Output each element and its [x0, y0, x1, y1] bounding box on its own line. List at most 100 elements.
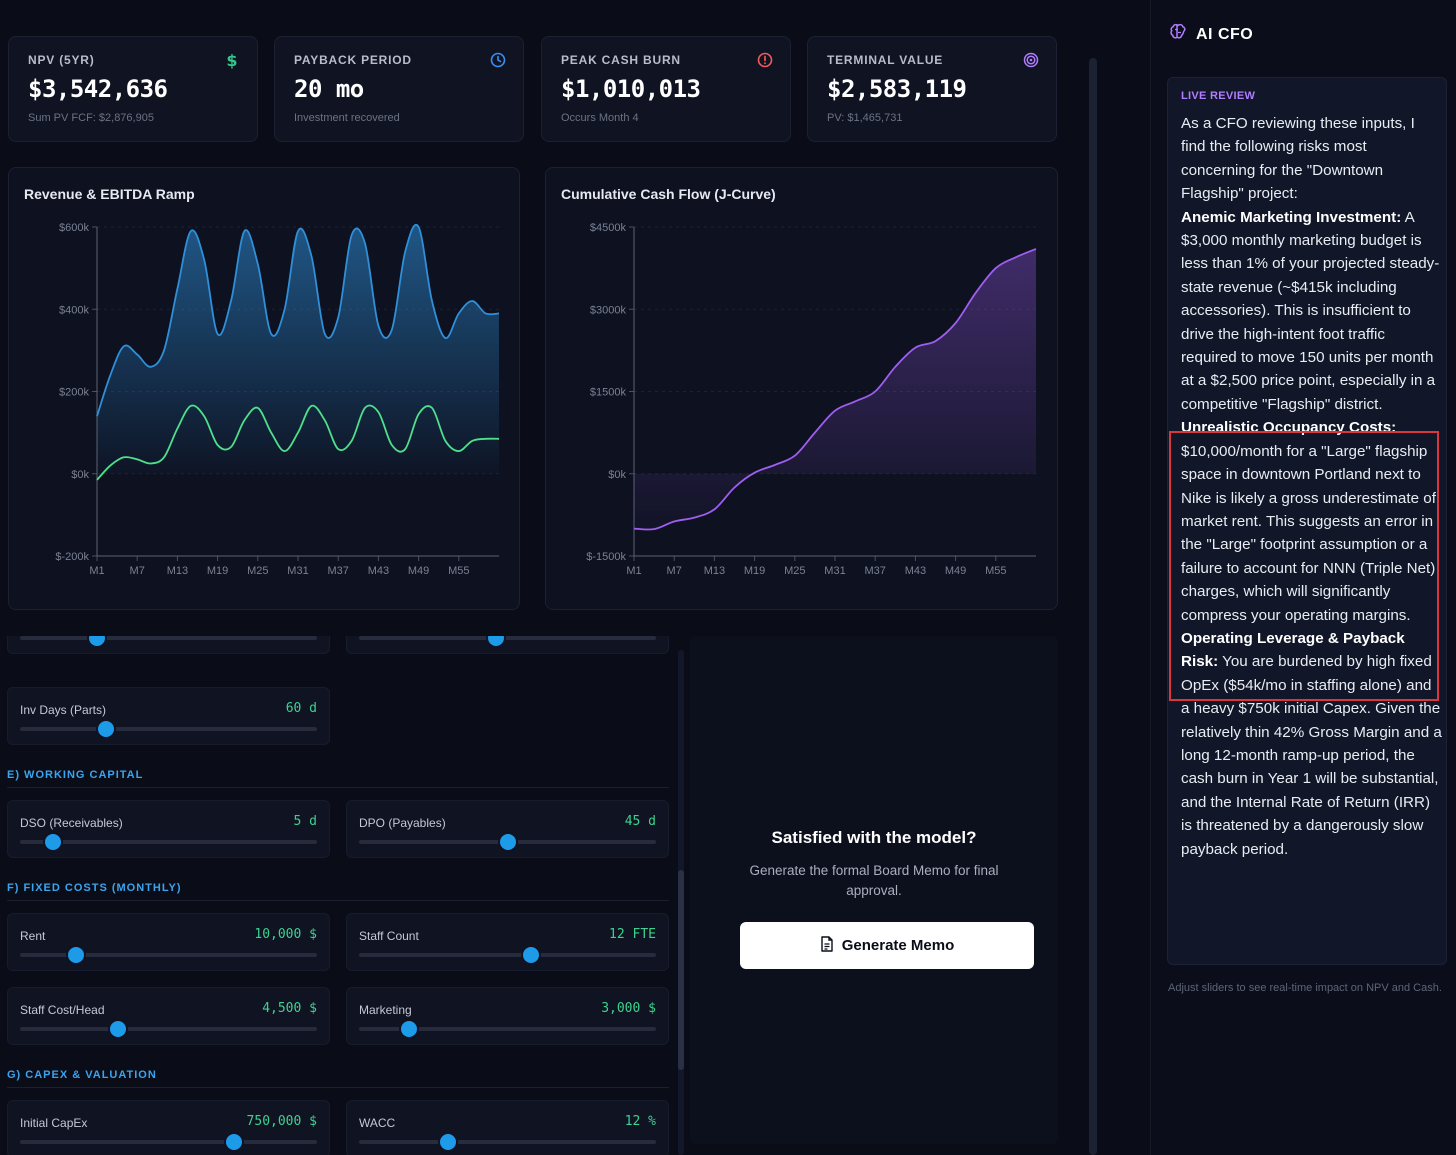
slider-knob[interactable]	[225, 1134, 242, 1150]
generate-memo-button[interactable]: Generate Memo	[740, 922, 1034, 969]
slider-track[interactable]	[20, 636, 317, 646]
kpi-value: $2,583,119	[827, 75, 967, 103]
series-line-ebitda	[96, 404, 500, 481]
slider-track[interactable]	[359, 1021, 656, 1037]
live-review-label: LIVE REVIEW	[1181, 90, 1256, 102]
x-tick-label: M31	[287, 565, 308, 577]
risk-body: $10,000/month for a "Large" flagship spa…	[1181, 442, 1436, 624]
slider-track[interactable]	[20, 834, 317, 850]
slider-value: 12 FTE	[609, 927, 656, 942]
slider-label: DSO (Receivables)	[20, 816, 123, 830]
slider-knob[interactable]	[523, 947, 540, 963]
section-divider	[7, 1087, 669, 1088]
x-tick-label: M7	[130, 565, 145, 577]
x-tick-label: M1	[626, 565, 641, 577]
slider-label: WACC	[359, 1116, 396, 1130]
slider-knob[interactable]	[487, 636, 504, 646]
y-tick-label: $-200k	[55, 551, 89, 563]
slider-label: Marketing	[359, 1003, 412, 1017]
risk-item: Unrealistic Occupancy Costs: $10,000/mon…	[1181, 416, 1443, 627]
slider-track[interactable]	[20, 721, 317, 737]
x-tick-label: M13	[704, 565, 725, 577]
slider-track[interactable]	[359, 834, 656, 850]
live-review-box: LIVE REVIEW As a CFO reviewing these inp…	[1167, 77, 1447, 965]
sidebar-footnote: Adjust sliders to see real-time impact o…	[1168, 982, 1442, 994]
slider-knob[interactable]	[98, 721, 115, 737]
controls-scrollbar[interactable]	[678, 650, 684, 1155]
kpi-label: TERMINAL VALUE	[827, 53, 944, 67]
x-tick-label: M43	[368, 565, 389, 577]
y-tick-label: $3000k	[590, 304, 627, 316]
x-tick-label: M25	[247, 565, 268, 577]
risk-heading: Anemic Marketing Investment:	[1181, 208, 1402, 226]
kpi-value: $1,010,013	[561, 75, 701, 103]
sidebar-divider	[1150, 0, 1151, 1155]
revenue-chart-panel: Revenue & EBITDA Ramp $600k $400k $200k $0k…	[8, 167, 520, 610]
kpi-card-payback: PAYBACK PERIOD 20 mo Investment recovere…	[274, 36, 524, 142]
kpi-card-peak-burn: PEAK CASH BURN $1,010,013 Occurs Month 4	[541, 36, 791, 142]
slider-knob[interactable]	[499, 834, 516, 850]
slider-label: Initial CapEx	[20, 1116, 88, 1130]
series-area	[97, 224, 499, 474]
x-tick-label: M55	[448, 565, 469, 577]
slider-value: 5 d	[293, 814, 317, 829]
memo-subtitle: Generate the formal Board Memo for final…	[749, 863, 999, 898]
slider-staff-count: Staff Count 12 FTE	[346, 913, 669, 971]
slider-rent: Rent 10,000 $	[7, 913, 330, 971]
kpi-sub: Investment recovered	[294, 112, 400, 124]
slider-knob[interactable]	[44, 834, 61, 850]
x-tick-label: M13	[167, 565, 188, 577]
main-scrollbar[interactable]	[1089, 58, 1097, 1155]
brain-icon	[1168, 22, 1188, 47]
slider-knob[interactable]	[89, 636, 106, 646]
kpi-label: PEAK CASH BURN	[561, 53, 681, 67]
generate-memo-label: Generate Memo	[841, 937, 955, 954]
slider-value: 10,000 $	[254, 927, 317, 942]
slider-value: 45 d	[624, 814, 656, 829]
kpi-sub: Occurs Month 4	[561, 112, 639, 124]
risk-body: A $3,000 monthly marketing budget is les…	[1181, 208, 1440, 413]
slider-track[interactable]	[20, 947, 317, 963]
slider-value: 60 d	[285, 701, 317, 716]
controls-scroll-thumb[interactable]	[678, 870, 684, 1070]
x-tick-label: M19	[744, 565, 765, 577]
slider-knob[interactable]	[68, 947, 85, 963]
sidebar-header: AI CFO	[1168, 22, 1253, 47]
x-tick-label: M31	[824, 565, 845, 577]
slider-knob[interactable]	[401, 1021, 418, 1037]
section-title-working-capital: E) WORKING CAPITAL	[7, 769, 144, 781]
kpi-card-npv: NPV (5YR) $3,542,636 Sum PV FCF: $2,876,…	[8, 36, 258, 142]
y-tick-label: $1500k	[590, 387, 627, 399]
slider-knob[interactable]	[440, 1134, 457, 1150]
slider-label: Inv Days (Parts)	[20, 703, 107, 717]
y-tick-label: $600k	[59, 222, 89, 234]
slider-card-partial	[7, 636, 330, 654]
section-divider	[7, 787, 669, 788]
slider-track[interactable]	[359, 636, 656, 646]
y-tick-label: $400k	[59, 304, 89, 316]
slider-label: Rent	[20, 929, 46, 943]
risk-heading: Unrealistic Occupancy Costs:	[1181, 419, 1397, 437]
kpi-sub: PV: $1,465,731	[827, 112, 903, 124]
series-line-revenue	[96, 224, 500, 417]
document-icon	[820, 935, 834, 956]
kpi-label: PAYBACK PERIOD	[294, 53, 412, 67]
slider-marketing: Marketing 3,000 $	[346, 987, 669, 1045]
slider-track[interactable]	[20, 1021, 317, 1037]
x-tick-label: M43	[905, 565, 926, 577]
slider-track[interactable]	[20, 1134, 317, 1150]
slider-track[interactable]	[359, 947, 656, 963]
section-divider	[7, 900, 669, 901]
memo-panel: Satisfied with the model? Generate the f…	[690, 636, 1058, 1144]
slider-track[interactable]	[359, 1134, 656, 1150]
y-tick-label: $0k	[71, 469, 89, 481]
slider-knob[interactable]	[110, 1021, 126, 1037]
slider-dpo: DPO (Payables) 45 d	[346, 800, 669, 858]
slider-staff-cost: Staff Cost/Head 4,500 $	[7, 987, 330, 1045]
slider-label: Staff Count	[359, 929, 419, 943]
svg-text:$: $	[226, 51, 237, 69]
sidebar-title: AI CFO	[1196, 25, 1254, 43]
slider-value: 3,000 $	[601, 1001, 656, 1016]
x-tick-label: M37	[327, 565, 348, 577]
